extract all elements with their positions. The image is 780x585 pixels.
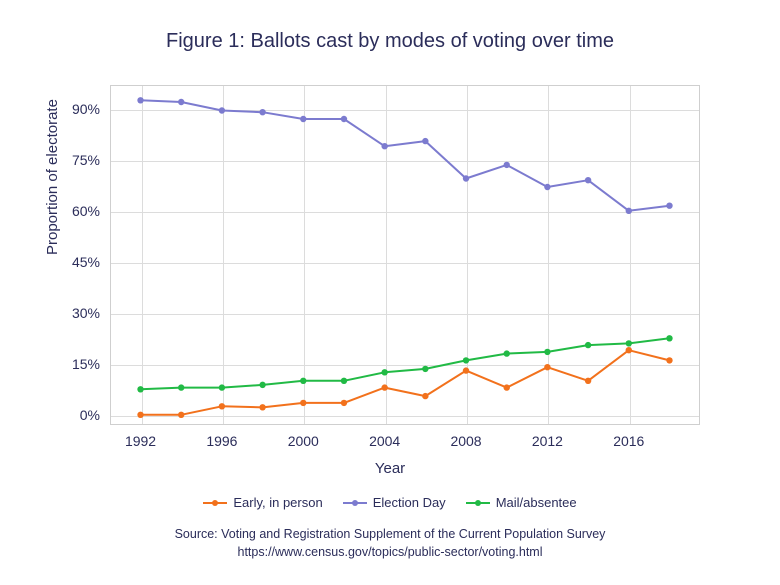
legend-label: Election Day [373, 495, 446, 510]
series-marker [504, 350, 510, 356]
series-marker [300, 400, 306, 406]
series-marker [341, 378, 347, 384]
series-marker [666, 335, 672, 341]
series-marker [300, 116, 306, 122]
series-marker [544, 184, 550, 190]
series-marker [463, 357, 469, 363]
plot-wrap: 0%15%30%45%60%75%90%19921996200020042008… [110, 85, 700, 425]
series-marker [422, 393, 428, 399]
legend-item: Early, in person [203, 495, 322, 510]
legend-label: Early, in person [233, 495, 322, 510]
y-tick-label: 45% [50, 254, 100, 270]
line-series-layer [110, 85, 700, 425]
series-marker [626, 347, 632, 353]
series-marker [219, 384, 225, 390]
series-marker [381, 384, 387, 390]
series-marker [422, 366, 428, 372]
series-marker [463, 367, 469, 373]
series-marker [137, 412, 143, 418]
x-tick-label: 2016 [613, 433, 644, 449]
legend: Early, in person Election Day Mail/absente… [0, 495, 780, 514]
series-marker [585, 378, 591, 384]
y-tick-label: 30% [50, 305, 100, 321]
legend-swatch [466, 497, 490, 509]
series-marker [259, 404, 265, 410]
y-tick-label: 75% [50, 152, 100, 168]
series-marker [137, 97, 143, 103]
legend-item: Election Day [343, 495, 446, 510]
x-tick-label: 2012 [532, 433, 563, 449]
figure-container: Figure 1: Ballots cast by modes of votin… [0, 0, 780, 585]
series-marker [585, 177, 591, 183]
series-marker [422, 138, 428, 144]
y-tick-label: 0% [50, 407, 100, 423]
series-marker [544, 364, 550, 370]
source-line-1: Source: Voting and Registration Suppleme… [175, 527, 606, 541]
legend-label: Mail/absentee [496, 495, 577, 510]
series-marker [381, 143, 387, 149]
chart-title: Figure 1: Ballots cast by modes of votin… [0, 30, 780, 53]
y-axis-label: Proportion of electorate [44, 99, 61, 255]
series-marker [219, 107, 225, 113]
series-marker [666, 357, 672, 363]
series-marker [178, 412, 184, 418]
x-tick-label: 2000 [288, 433, 319, 449]
source-caption: Source: Voting and Registration Suppleme… [0, 525, 780, 561]
x-axis-label: Year [0, 460, 780, 477]
series-marker [178, 384, 184, 390]
series-marker [544, 349, 550, 355]
x-tick-label: 2004 [369, 433, 400, 449]
source-line-2: https://www.census.gov/topics/public-sec… [238, 545, 543, 559]
series-marker [259, 382, 265, 388]
series-marker [585, 342, 591, 348]
series-marker [381, 369, 387, 375]
series-marker [137, 386, 143, 392]
x-tick-label: 1992 [125, 433, 156, 449]
series-marker [341, 116, 347, 122]
series-marker [504, 162, 510, 168]
x-tick-label: 2008 [450, 433, 481, 449]
legend-item: Mail/absentee [466, 495, 577, 510]
x-tick-label: 1996 [206, 433, 237, 449]
series-line [141, 100, 670, 211]
legend-swatch [203, 497, 227, 509]
series-marker [219, 403, 225, 409]
series-marker [626, 340, 632, 346]
y-tick-label: 90% [50, 101, 100, 117]
series-marker [463, 175, 469, 181]
series-marker [178, 99, 184, 105]
series-marker [300, 378, 306, 384]
series-marker [666, 203, 672, 209]
series-marker [259, 109, 265, 115]
y-tick-label: 15% [50, 356, 100, 372]
series-marker [504, 384, 510, 390]
series-marker [341, 400, 347, 406]
y-tick-label: 60% [50, 203, 100, 219]
series-marker [626, 208, 632, 214]
legend-swatch [343, 497, 367, 509]
